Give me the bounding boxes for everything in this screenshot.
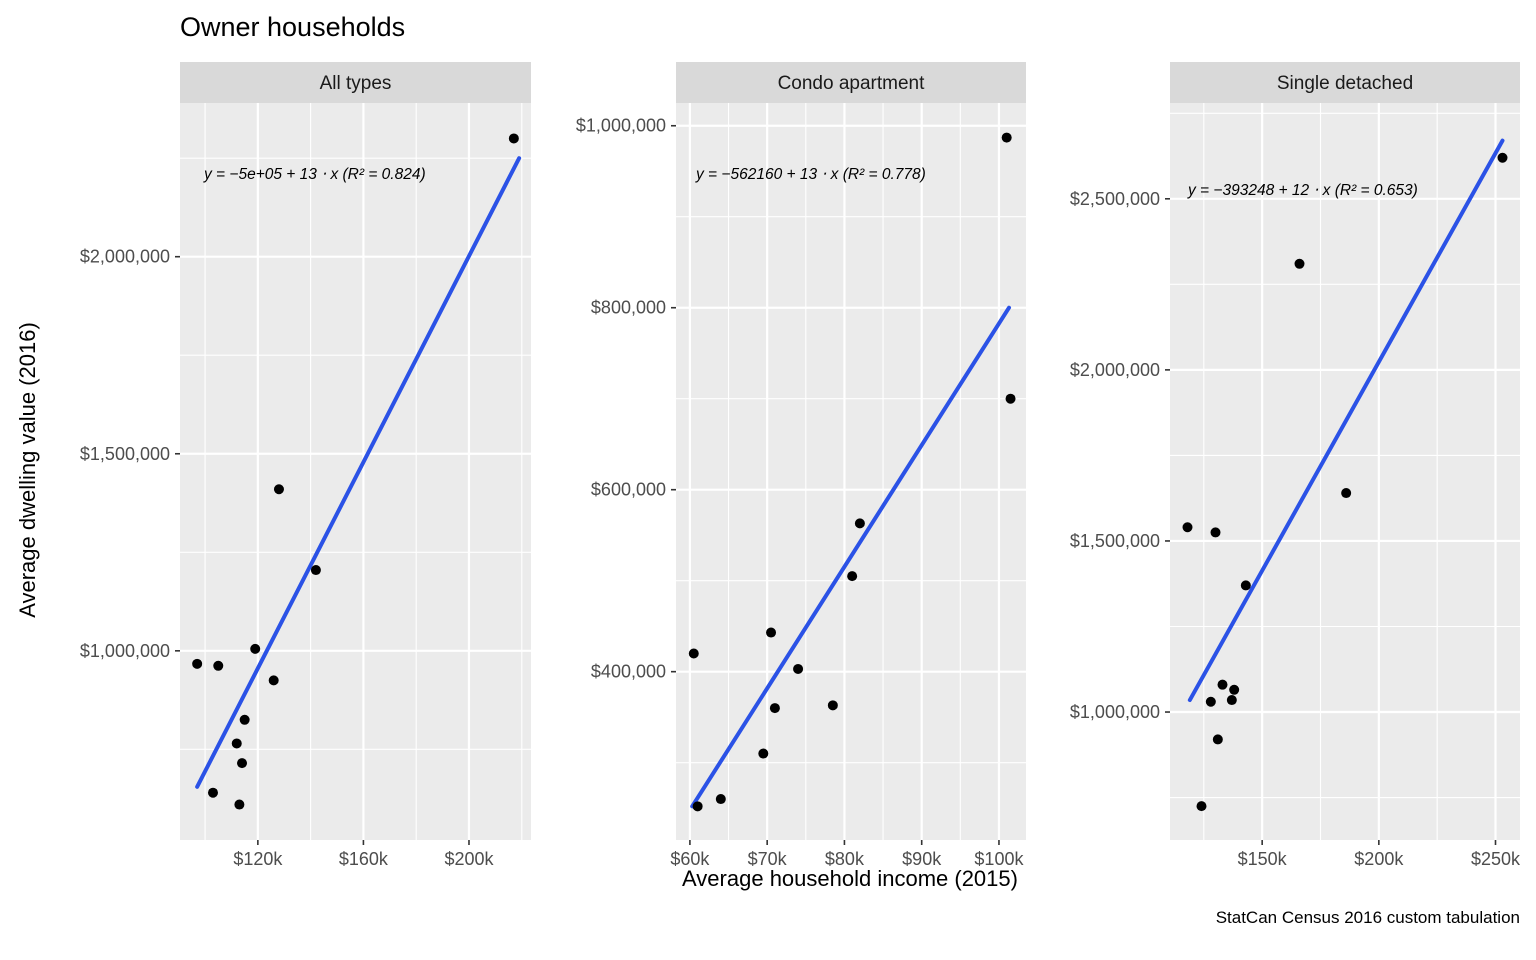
data-point bbox=[213, 660, 224, 671]
data-point bbox=[854, 518, 865, 529]
data-point bbox=[758, 748, 769, 759]
panel-background bbox=[1170, 103, 1520, 840]
data-point bbox=[793, 663, 804, 674]
x-tick-label: $200k bbox=[1354, 849, 1404, 869]
data-point bbox=[250, 643, 261, 654]
data-point bbox=[1497, 152, 1508, 163]
equation-label: y = −5e+05 + 13 ⋅ x (R² = 0.824) bbox=[203, 166, 426, 183]
regression-line bbox=[195, 156, 522, 789]
x-axis-title: Average household income (2015) bbox=[682, 866, 1018, 891]
x-tick-label: $70k bbox=[748, 849, 788, 869]
x-tick-label: $120k bbox=[233, 849, 283, 869]
facet-label: Single detached bbox=[1277, 73, 1413, 94]
y-tick-label: $1,000,000 bbox=[576, 116, 666, 136]
data-point bbox=[207, 787, 218, 798]
x-tick-label: $100k bbox=[974, 849, 1024, 869]
x-tick-label: $150k bbox=[1238, 849, 1288, 869]
data-point bbox=[769, 703, 780, 714]
data-point bbox=[1229, 684, 1240, 695]
data-point bbox=[192, 658, 203, 669]
x-tick-label: $200k bbox=[444, 849, 494, 869]
y-tick-label: $1,500,000 bbox=[80, 444, 170, 464]
data-point bbox=[1240, 580, 1251, 591]
data-point bbox=[847, 571, 858, 582]
x-tick-label: $90k bbox=[902, 849, 942, 869]
data-point bbox=[827, 700, 838, 711]
data-point bbox=[1226, 695, 1237, 706]
x-tick-label: $250k bbox=[1471, 849, 1521, 869]
y-tick-label: $1,000,000 bbox=[1070, 702, 1160, 722]
data-point bbox=[1210, 527, 1221, 538]
data-point bbox=[1212, 734, 1223, 745]
y-tick-label: $1,000,000 bbox=[80, 641, 170, 661]
data-point bbox=[1182, 522, 1193, 533]
data-point bbox=[1294, 258, 1305, 269]
facet-label: Condo apartment bbox=[778, 73, 926, 94]
data-point bbox=[1217, 679, 1228, 690]
y-tick-label: $2,000,000 bbox=[80, 247, 170, 267]
data-point bbox=[1205, 696, 1216, 707]
data-point bbox=[1005, 393, 1016, 404]
equation-label: y = −393248 + 12 ⋅ x (R² = 0.653) bbox=[1187, 182, 1418, 199]
facet-strip bbox=[676, 62, 1026, 103]
data-point bbox=[239, 714, 250, 725]
data-point bbox=[766, 627, 777, 638]
facet-label: All types bbox=[320, 73, 392, 94]
y-axis-title: Average dwelling value (2016) bbox=[15, 322, 40, 618]
equation-label: y = −562160 + 13 ⋅ x (R² = 0.778) bbox=[695, 166, 926, 183]
regression-line bbox=[690, 305, 1012, 809]
x-tick-label: $80k bbox=[825, 849, 865, 869]
data-point bbox=[268, 675, 279, 686]
data-point bbox=[1001, 132, 1012, 143]
data-point bbox=[234, 799, 245, 810]
facet-strip bbox=[1170, 62, 1520, 103]
y-tick-label: $800,000 bbox=[591, 298, 666, 318]
data-point bbox=[508, 133, 519, 144]
y-tick-label: $2,000,000 bbox=[1070, 360, 1160, 380]
data-point bbox=[692, 801, 703, 812]
data-point bbox=[310, 565, 321, 576]
y-tick-label: $2,500,000 bbox=[1070, 189, 1160, 209]
x-tick-label: $160k bbox=[339, 849, 389, 869]
regression-line bbox=[1187, 138, 1505, 703]
data-point bbox=[237, 758, 248, 769]
y-tick-label: $600,000 bbox=[591, 480, 666, 500]
caption: StatCan Census 2016 custom tabulation bbox=[1215, 908, 1520, 927]
data-point bbox=[688, 648, 699, 659]
x-tick-label: $60k bbox=[670, 849, 710, 869]
panel-background bbox=[676, 103, 1026, 840]
data-point bbox=[273, 484, 284, 495]
chart-title: Owner households bbox=[180, 12, 406, 42]
y-tick-label: $400,000 bbox=[591, 662, 666, 682]
data-point bbox=[1341, 488, 1352, 499]
y-tick-label: $1,500,000 bbox=[1070, 531, 1160, 551]
panel-background bbox=[180, 103, 531, 840]
data-point bbox=[231, 738, 242, 749]
data-point bbox=[715, 794, 726, 805]
data-point bbox=[1196, 801, 1207, 812]
facet-strip bbox=[180, 62, 531, 103]
